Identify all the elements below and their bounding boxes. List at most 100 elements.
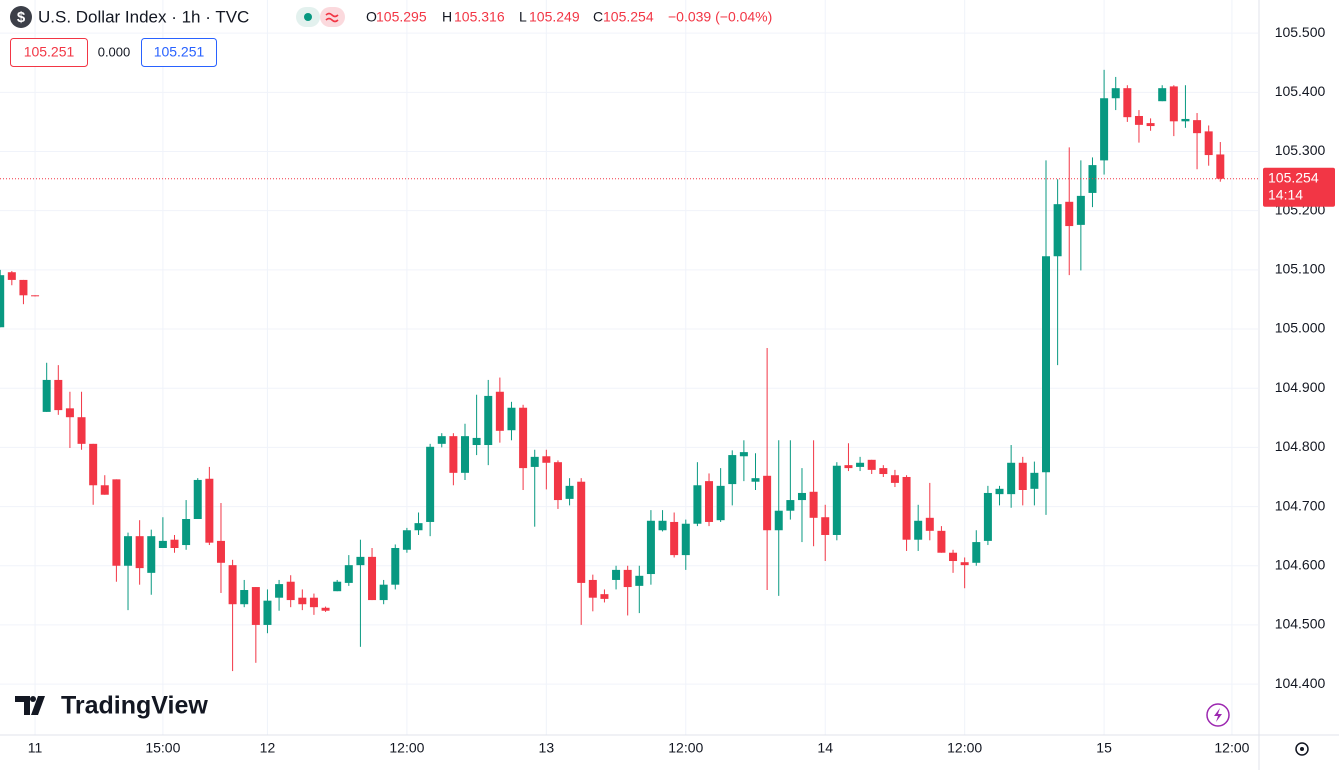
candle-body bbox=[821, 517, 830, 535]
candle-body bbox=[100, 485, 109, 495]
candle-body bbox=[739, 452, 748, 457]
candle-body bbox=[484, 395, 493, 446]
candle-body bbox=[1042, 256, 1050, 473]
ohlc-label: O bbox=[366, 9, 377, 25]
candle-body bbox=[809, 491, 818, 518]
candle-body bbox=[216, 540, 225, 563]
last-price-tag bbox=[1263, 167, 1335, 207]
y-tick-label: 105.400 bbox=[1275, 83, 1326, 99]
y-tick-label: 104.500 bbox=[1275, 616, 1326, 632]
header: $ U.S. Dollar Index · 1h · TVC 105.251 0… bbox=[10, 6, 772, 67]
watermark: TradingView bbox=[15, 692, 208, 720]
candle-body bbox=[902, 476, 911, 540]
watermark-logo bbox=[15, 696, 45, 715]
candle-body bbox=[600, 594, 609, 599]
candle-body bbox=[705, 481, 714, 522]
candle-body bbox=[786, 500, 795, 511]
candle-body bbox=[751, 478, 760, 482]
candle-body bbox=[507, 407, 516, 431]
candle-body bbox=[763, 475, 772, 531]
y-tick-label: 104.400 bbox=[1275, 675, 1326, 691]
candle-body bbox=[286, 581, 295, 601]
candle-body bbox=[414, 523, 423, 531]
candle-body bbox=[65, 408, 74, 418]
candle-body bbox=[402, 530, 411, 550]
grid bbox=[0, 0, 1258, 735]
candle-body bbox=[635, 575, 644, 586]
last-price-label: 105.254 bbox=[1268, 169, 1319, 185]
candle-body bbox=[925, 517, 934, 531]
candle-body bbox=[147, 536, 156, 573]
spread: 0.000 bbox=[98, 44, 131, 59]
candle-body bbox=[588, 579, 597, 598]
bid-price: 105.251 bbox=[24, 44, 75, 60]
candle-body bbox=[995, 488, 1004, 495]
candle-body bbox=[553, 462, 562, 501]
x-tick-label: 14 bbox=[817, 740, 833, 756]
candle-body bbox=[251, 587, 260, 625]
candle-body bbox=[612, 569, 621, 580]
candle-body bbox=[112, 479, 121, 566]
x-tick-label: 12:00 bbox=[389, 740, 424, 756]
candle-body bbox=[542, 456, 551, 463]
candle-body bbox=[797, 492, 806, 501]
ohlc-label: C bbox=[593, 9, 603, 25]
candle-body bbox=[193, 479, 202, 519]
candle-body bbox=[1123, 88, 1132, 118]
candle-body bbox=[124, 536, 133, 566]
settings-button[interactable] bbox=[1295, 742, 1309, 756]
candle-body bbox=[670, 521, 679, 556]
candle-body bbox=[275, 584, 284, 598]
candle-body bbox=[890, 475, 899, 483]
ohlc-value: 105.254 bbox=[603, 9, 654, 25]
candle-body bbox=[19, 279, 28, 296]
x-tick-label: 15:00 bbox=[145, 740, 180, 756]
y-tick-label: 105.300 bbox=[1275, 142, 1326, 158]
price-change: −0.039 (−0.04%) bbox=[668, 9, 772, 25]
candle-body bbox=[856, 462, 865, 467]
x-tick-label: 11 bbox=[28, 740, 43, 756]
candle-body bbox=[972, 542, 981, 563]
candle-body bbox=[158, 540, 167, 548]
y-tick-label: 105.500 bbox=[1275, 24, 1326, 40]
candle-body bbox=[437, 436, 446, 444]
candle-body bbox=[42, 379, 51, 412]
candle-body bbox=[426, 446, 435, 522]
candle-body bbox=[983, 492, 992, 541]
watermark-text: TradingView bbox=[61, 692, 208, 720]
indicator-toggle[interactable] bbox=[320, 7, 345, 27]
candle-body bbox=[344, 565, 353, 583]
candle-body bbox=[1204, 131, 1213, 156]
candle-body bbox=[1030, 472, 1039, 489]
candle-body bbox=[646, 520, 655, 575]
symbol-title[interactable]: U.S. Dollar Index · 1h · TVC bbox=[38, 7, 249, 26]
candle-body bbox=[844, 465, 853, 469]
candle-body bbox=[519, 407, 528, 469]
buy-box[interactable] bbox=[141, 38, 217, 67]
watermark-logo-dot bbox=[30, 696, 36, 702]
y-tick-label: 104.800 bbox=[1275, 438, 1326, 454]
candle-body bbox=[681, 523, 690, 556]
y-tick-label: 105.100 bbox=[1275, 261, 1326, 277]
candle-body bbox=[1181, 118, 1190, 122]
ohlc-label: L bbox=[519, 9, 527, 25]
candle-body bbox=[205, 478, 214, 543]
candle-body bbox=[1134, 115, 1143, 125]
candle-body bbox=[240, 590, 249, 605]
ohlc-value: 105.249 bbox=[529, 9, 580, 25]
x-tick-label: 13 bbox=[539, 740, 555, 756]
ohlc-value: 105.316 bbox=[454, 9, 505, 25]
candle-body bbox=[77, 417, 86, 444]
candle-body bbox=[949, 552, 958, 562]
candle-body bbox=[1158, 88, 1167, 102]
sell-box[interactable] bbox=[10, 38, 88, 67]
candle-body bbox=[1018, 462, 1027, 490]
candle-body bbox=[960, 562, 969, 566]
candle-body bbox=[658, 520, 667, 531]
candle-body bbox=[1146, 123, 1155, 127]
candle-body bbox=[1216, 154, 1225, 179]
candle-body bbox=[623, 569, 632, 588]
candle-body bbox=[182, 518, 191, 546]
